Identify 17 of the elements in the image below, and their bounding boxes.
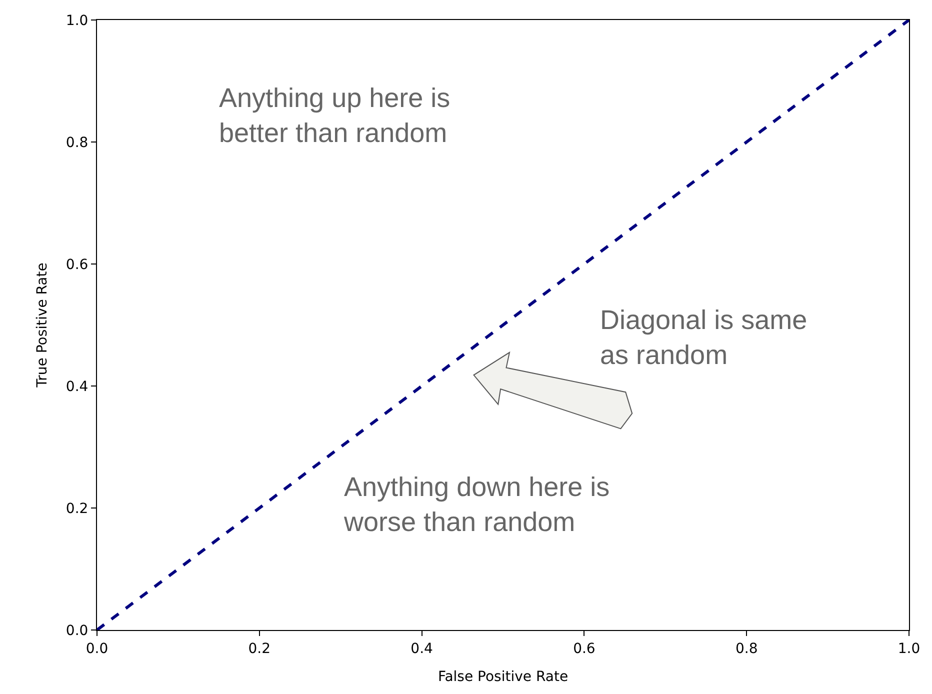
- y-tick-label: 1.0: [66, 12, 88, 29]
- y-tick-label: 0.6: [66, 256, 88, 273]
- annotation: Anything up here is better than random: [219, 83, 450, 148]
- y-axis-title: True Positive Rate: [34, 262, 51, 388]
- x-tick-label: 0.8: [735, 640, 758, 657]
- y-tick-label: 0.2: [66, 500, 88, 517]
- annotation: Diagonal is same as random: [600, 305, 808, 370]
- x-tick-label: 0.2: [248, 640, 271, 657]
- annotation: Anything down here is worse than random: [343, 472, 610, 538]
- x-tick-label: 0.0: [86, 640, 108, 657]
- x-tick-label: 0.6: [573, 640, 596, 657]
- x-tick-label: 1.0: [898, 640, 920, 657]
- y-tick-label: 0.8: [66, 134, 88, 151]
- x-tick-label: 0.4: [410, 640, 434, 657]
- y-tick-label: 0.4: [66, 378, 88, 395]
- y-tick-label: 0.0: [66, 622, 88, 639]
- x-axis-title: False Positive Rate: [438, 669, 568, 686]
